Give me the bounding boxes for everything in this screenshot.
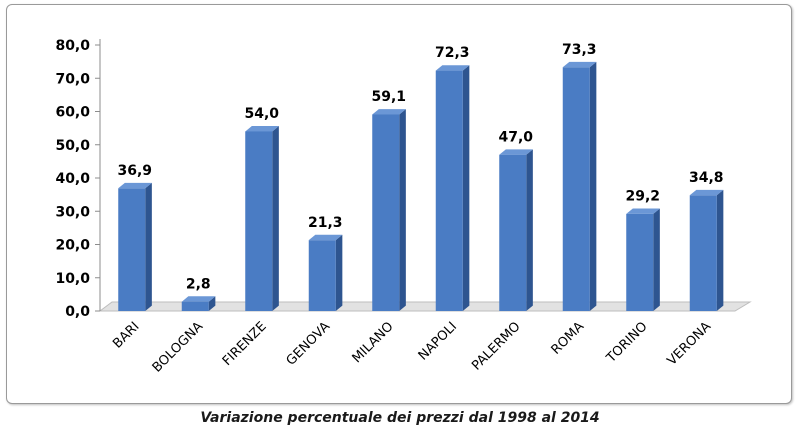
y-tick-label: 0,0 (65, 304, 90, 320)
y-tick-label: 30,0 (55, 204, 90, 220)
bar-side (272, 126, 279, 311)
bar (435, 65, 470, 311)
bar (562, 61, 597, 311)
x-tick-label: MILANO (350, 319, 397, 366)
bar (626, 208, 660, 311)
data-label: 59,1 (371, 89, 406, 105)
y-tick-label: 20,0 (55, 238, 90, 254)
data-label: 47,0 (498, 129, 533, 145)
x-tick-label: NAPOLI (416, 319, 460, 363)
bar-top (435, 65, 470, 71)
bar-side (589, 61, 597, 311)
y-tick-label: 80,0 (55, 38, 90, 54)
chart-title: Variazione percentuale dei prezzi dal 19… (200, 410, 600, 426)
bar-side (208, 296, 216, 311)
bar-side (335, 234, 343, 311)
bar-front (181, 301, 209, 311)
bar-front (372, 114, 400, 312)
bar (689, 189, 724, 311)
bar-front (308, 240, 336, 311)
bar-top (181, 296, 216, 302)
bar (245, 126, 279, 311)
bar-front (435, 70, 463, 311)
data-label: 72,3 (435, 45, 470, 61)
data-label: 36,9 (117, 163, 152, 179)
x-tick-label: BOLOGNA (150, 319, 206, 375)
data-label: 73,3 (562, 42, 597, 58)
bar-top (499, 149, 533, 155)
data-label: 54,0 (244, 106, 279, 122)
bar (308, 234, 343, 311)
data-label: 29,2 (625, 189, 660, 205)
bar (118, 182, 152, 311)
bar-top (308, 234, 343, 241)
data-label: 2,8 (186, 276, 211, 292)
bar-top (372, 109, 406, 115)
bar (181, 296, 216, 311)
bar-chart: 0,0 10,0 20,0 30,0 40,0 50,0 60,0 70,0 80,0 36,9… (55, 38, 752, 376)
bar-front (562, 67, 590, 311)
x-tick-label: TORINO (603, 319, 650, 366)
bar-top (245, 126, 279, 132)
x-tick-label: FIRENZE (220, 319, 270, 369)
bar-side (653, 208, 660, 311)
bar-front (499, 154, 527, 311)
bar-side (526, 149, 533, 311)
bar-top (689, 189, 724, 196)
bar-side (145, 182, 152, 311)
bar-front (245, 131, 273, 311)
bar-side (399, 109, 406, 311)
y-tick-label: 60,0 (55, 105, 90, 121)
bar-front (626, 213, 654, 311)
x-tick-label: VERONA (665, 319, 715, 369)
data-label: 34,8 (689, 170, 724, 186)
bar-side (716, 189, 724, 311)
bar-top (626, 208, 660, 214)
y-tick-label: 50,0 (55, 138, 90, 154)
bar (499, 149, 533, 311)
bar-top (118, 182, 152, 189)
y-tick-label: 70,0 (55, 71, 90, 87)
x-tick-label: GENOVA (284, 319, 334, 369)
y-tick-label: 10,0 (55, 271, 90, 287)
bar-top (562, 61, 597, 68)
y-tick-label: 40,0 (55, 171, 90, 187)
chart-bars (118, 61, 724, 312)
chart-labels: 36,9 BARI 2,8 BOLOGNA 54,0 FIRENZE 21,3 GENOVA 5… (110, 42, 723, 376)
bar-front (118, 188, 146, 311)
bar (372, 109, 406, 312)
bar-front (689, 195, 717, 311)
x-tick-label: ROMA (549, 319, 588, 358)
x-tick-label: BARI (110, 319, 142, 351)
bar-side (462, 65, 470, 311)
data-label: 21,3 (308, 215, 343, 231)
x-tick-label: PALERMO (469, 319, 523, 373)
